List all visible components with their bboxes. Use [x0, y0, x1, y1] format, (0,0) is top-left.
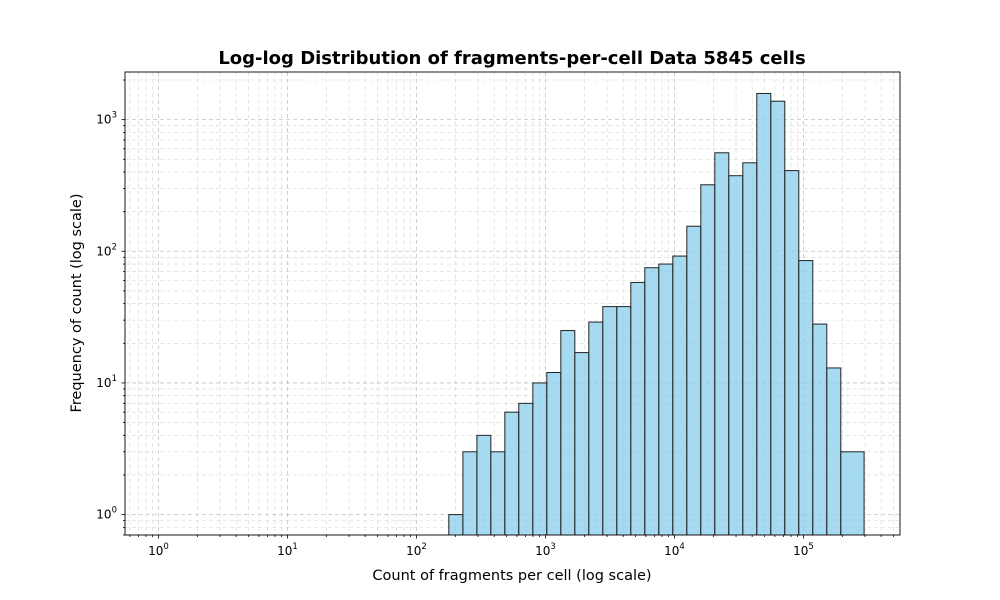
histogram-bar: [658, 263, 674, 535]
x-tick-label: 104: [664, 542, 685, 558]
histogram-bar: [518, 402, 534, 535]
x-axis-ticks: 100 101 102 103 104 105: [129, 535, 895, 558]
histogram-bar: [700, 184, 716, 535]
histogram-bar: [630, 281, 646, 535]
chart-title: Log-log Distribution of fragments-per-ce…: [218, 48, 805, 69]
histogram-bar: [490, 451, 506, 535]
histogram-bar: [476, 434, 492, 535]
x-tick-label: 103: [535, 542, 556, 558]
histogram-bar: [560, 330, 576, 535]
y-axis-label: Frequency of count (log scale): [69, 193, 85, 412]
x-axis-label: Count of fragments per cell (log scale): [372, 568, 651, 584]
x-tick-label: 101: [277, 542, 298, 558]
y-tick-label: 100: [96, 506, 117, 522]
histogram-bar: [686, 225, 702, 535]
histogram-bar: [532, 382, 548, 535]
histogram-bar: [588, 321, 604, 535]
histogram-bar: [574, 352, 590, 535]
histogram-bar: [602, 306, 618, 535]
histogram-bar: [714, 152, 730, 535]
histogram-bar: [448, 514, 464, 535]
histogram-bar: [728, 175, 744, 535]
y-tick-label: 103: [96, 111, 117, 127]
histogram-bar: [672, 255, 688, 535]
bars-layer: [448, 92, 865, 535]
histogram-bar: [462, 451, 478, 535]
histogram-bar: [504, 411, 520, 535]
histogram-bar: [798, 260, 814, 535]
histogram-bar: [616, 306, 632, 535]
histogram-bar: [546, 372, 562, 535]
y-axis-ticks: 100 101 102 103: [96, 79, 125, 536]
histogram-bar: [784, 170, 800, 535]
y-tick-label: 102: [96, 242, 117, 258]
histogram-bar: [644, 267, 660, 535]
histogram-bar: [742, 162, 758, 535]
histogram-bar: [826, 367, 842, 535]
histogram-bar: [840, 451, 865, 535]
histogram-bar: [812, 323, 828, 535]
y-tick-label: 101: [96, 374, 117, 390]
x-tick-label: 102: [406, 542, 427, 558]
histogram-bar: [756, 92, 772, 535]
x-tick-label: 105: [793, 542, 814, 558]
histogram-bar: [770, 100, 786, 535]
x-tick-label: 100: [148, 542, 169, 558]
